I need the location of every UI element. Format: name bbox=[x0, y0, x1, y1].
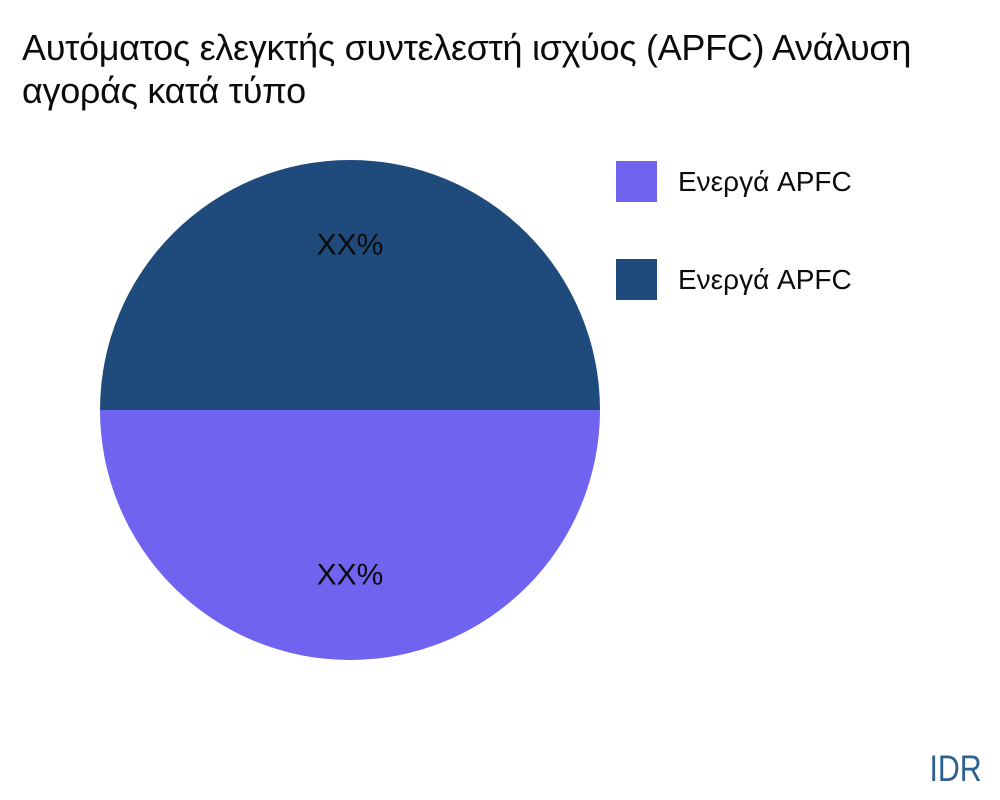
legend-item: Ενεργά APFC bbox=[616, 161, 852, 202]
legend-swatch bbox=[616, 259, 657, 300]
chart-title: Αυτόματος ελεγκτής συντελεστή ισχύος (AP… bbox=[22, 27, 912, 111]
legend: Ενεργά APFC Ενεργά APFC bbox=[616, 161, 852, 300]
watermark-idr: IDR bbox=[929, 748, 982, 789]
pie-slice-percentage-label: XX% bbox=[317, 229, 384, 262]
pie-chart: XX% XX% bbox=[100, 160, 600, 660]
legend-label: Ενεργά APFC bbox=[678, 165, 852, 197]
legend-label: Ενεργά APFC bbox=[678, 263, 852, 295]
legend-item: Ενεργά APFC bbox=[616, 259, 852, 300]
pie-slice-percentage-label: XX% bbox=[317, 559, 384, 592]
pie-slice bbox=[100, 160, 600, 410]
pie-slice bbox=[100, 410, 600, 660]
legend-swatch bbox=[616, 161, 657, 202]
